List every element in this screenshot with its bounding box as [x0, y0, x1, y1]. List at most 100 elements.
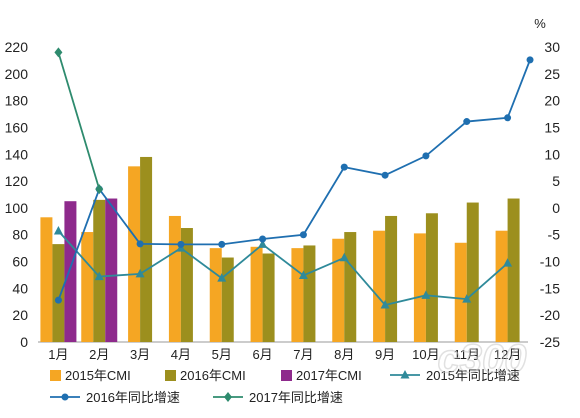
y-right-tick-label: -10 [540, 254, 560, 270]
y-right-tick-label: -15 [540, 280, 560, 296]
legend-label: 2017年同比增速 [249, 390, 343, 405]
line-layer [53, 47, 534, 309]
y-right-tick-label: 5 [552, 173, 560, 189]
bar-2017年CMI [64, 201, 77, 342]
point-2015年同比增速 [258, 239, 268, 248]
legend-label: 2015年CMI [65, 368, 131, 383]
bar-2016年CMI [344, 232, 357, 342]
point-2017年同比增速 [54, 47, 63, 58]
legend-label: 2015年同比增速 [426, 368, 520, 383]
point-2015年同比增速 [503, 258, 513, 267]
bar-2016年CMI [425, 213, 438, 342]
x-tick-label: 9月 [375, 347, 395, 362]
point-2016年同比增速 [463, 118, 471, 126]
bar-2016年CMI [385, 215, 398, 342]
point-2016年同比增速 [218, 240, 226, 248]
legend-swatch [165, 370, 176, 381]
bar-2016年CMI [466, 202, 479, 342]
bar-layer [40, 156, 520, 342]
legend-marker [400, 370, 410, 379]
x-tick-label: 8月 [334, 347, 354, 362]
point-2015年同比增速 [339, 252, 349, 262]
legend-marker [61, 393, 69, 401]
y-left-tick-label: 80 [12, 227, 28, 243]
x-tick-label: 6月 [252, 347, 272, 362]
y-right-tick-label: 10 [544, 146, 560, 162]
bar-2015年CMI [128, 166, 141, 342]
point-2015年同比增速 [135, 268, 145, 278]
x-tick-label: 1月 [48, 347, 68, 362]
point-2016年同比增速 [177, 240, 185, 248]
y-left-tick-label: 140 [5, 146, 29, 162]
axes-layer: 020406080100120140160180200220-25-20-15-… [5, 16, 561, 362]
bar-2016年CMI [507, 198, 520, 342]
legend-label: 2016年CMI [180, 368, 246, 383]
x-tick-label: 7月 [293, 347, 313, 362]
y-right-tick-label: 0 [552, 200, 560, 216]
point-2016年同比增速 [299, 231, 307, 239]
y-right-tick-label: 30 [544, 39, 560, 55]
legend-swatch [281, 370, 292, 381]
y-left-tick-label: 0 [20, 334, 28, 350]
point-2016年同比增速 [422, 152, 430, 160]
point-2016年同比增速 [504, 114, 512, 122]
y-left-tick-label: 220 [5, 39, 29, 55]
x-tick-label: 5月 [212, 347, 232, 362]
line-2017年同比增速 [57, 52, 101, 190]
y-right-tick-label: 20 [544, 93, 560, 109]
bar-2015年CMI [495, 230, 508, 342]
bar-2015年CMI [250, 246, 263, 342]
bar-2016年CMI [140, 156, 153, 342]
point-2015年同比增速 [53, 225, 63, 235]
bar-2016年CMI [52, 244, 65, 342]
bar-2016年CMI [221, 257, 234, 342]
bar-2015年CMI [373, 230, 386, 342]
point-2015年同比增速 [217, 273, 227, 282]
y-left-tick-label: 100 [5, 200, 29, 216]
legend: 2015年CMI 2016年CMI 2017年CMI 2015年同比增速 2016年同比… [50, 368, 520, 405]
y-right-unit-label: % [534, 16, 546, 31]
x-tick-label: 12月 [494, 347, 521, 362]
bar-2016年CMI [180, 228, 193, 342]
bar-2016年CMI [303, 245, 316, 342]
point-2016年同比增速 [381, 171, 389, 179]
x-tick-label: 3月 [130, 347, 150, 362]
bar-2015年CMI [209, 248, 222, 342]
point-2016年同比增速 [136, 240, 144, 248]
y-left-tick-label: 120 [5, 173, 29, 189]
bar-2015年CMI [168, 215, 181, 342]
bar-2015年CMI [40, 217, 53, 342]
line-2015年同比增速 [57, 230, 509, 306]
legend-label: 2016年同比增速 [86, 390, 180, 405]
bar-2017年CMI [105, 198, 118, 342]
y-left-tick-label: 40 [12, 280, 28, 296]
y-left-tick-label: 160 [5, 119, 29, 135]
y-left-tick-label: 200 [5, 66, 29, 82]
watermark-logo: c300 [437, 336, 527, 382]
y-right-tick-label: -20 [540, 307, 560, 323]
point-2015年同比增速 [462, 294, 472, 303]
bar-2015年CMI [454, 242, 467, 342]
y-left-tick-label: 60 [12, 254, 28, 270]
point-2015年同比增速 [421, 290, 431, 299]
bar-2015年CMI [81, 232, 94, 342]
point-2016年同比增速 [54, 296, 62, 304]
bar-2015年CMI [332, 238, 345, 342]
legend-label: 2017年CMI [296, 368, 362, 383]
x-tick-label: 10月 [412, 347, 439, 362]
legend-marker [224, 392, 232, 402]
y-left-tick-label: 180 [5, 93, 29, 109]
y-right-tick-label: 15 [544, 119, 560, 135]
x-tick-label: 4月 [171, 347, 191, 362]
y-right-tick-label: -25 [540, 334, 560, 350]
y-right-tick-label: -5 [548, 227, 561, 243]
point-2016年同比增速 [259, 235, 267, 243]
legend-swatch [50, 370, 61, 381]
bar-2016年CMI [93, 199, 106, 342]
point-2015年同比增速 [380, 299, 390, 309]
point-2015年同比增速 [298, 270, 308, 279]
bar-2015年CMI [413, 233, 426, 342]
watermark-text: c300 [438, 337, 527, 381]
